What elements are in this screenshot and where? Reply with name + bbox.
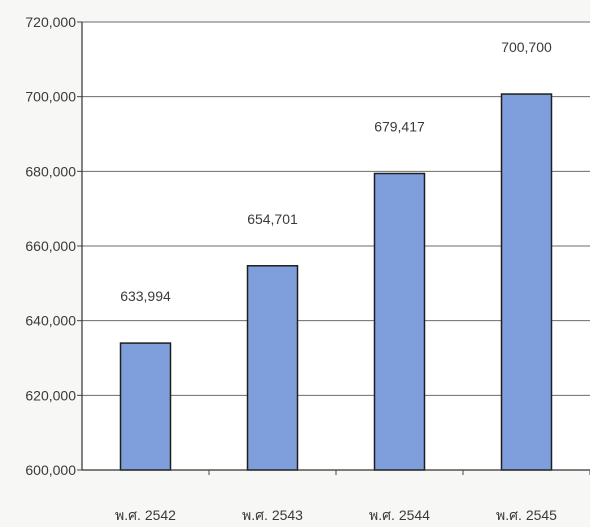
data-label: 633,994 xyxy=(120,288,171,304)
x-tick-labels: พ.ศ. 2542 พ.ศ. 2543 พ.ศ. 2544 พ.ศ. 2545 xyxy=(115,507,557,523)
x-tick-label: พ.ศ. 2543 xyxy=(242,507,303,523)
data-label: 654,701 xyxy=(247,211,298,227)
bar xyxy=(500,93,553,471)
y-tick-labels: 600,000 620,000 640,000 660,000 680,000 700,0… xyxy=(25,14,76,478)
y-tick-label: 700,000 xyxy=(25,89,76,105)
x-tick-label: พ.ศ. 2544 xyxy=(369,507,430,523)
y-tick-label: 620,000 xyxy=(25,387,76,403)
bar xyxy=(373,172,426,471)
y-tick-label: 720,000 xyxy=(25,14,76,30)
x-tick-label: พ.ศ. 2545 xyxy=(496,507,557,523)
data-label: 700,700 xyxy=(501,39,552,55)
data-label: 679,417 xyxy=(374,119,425,135)
y-tick-label: 640,000 xyxy=(25,313,76,329)
data-labels: 633,994 654,701 679,417 700,700 xyxy=(120,39,552,304)
bar xyxy=(119,342,172,471)
y-tick-label: 660,000 xyxy=(25,238,76,254)
y-tick-label: 600,000 xyxy=(25,462,76,478)
x-tick-label: พ.ศ. 2542 xyxy=(115,507,176,523)
axes xyxy=(77,21,590,475)
y-tick-label: 680,000 xyxy=(25,163,76,179)
bar xyxy=(246,265,299,471)
